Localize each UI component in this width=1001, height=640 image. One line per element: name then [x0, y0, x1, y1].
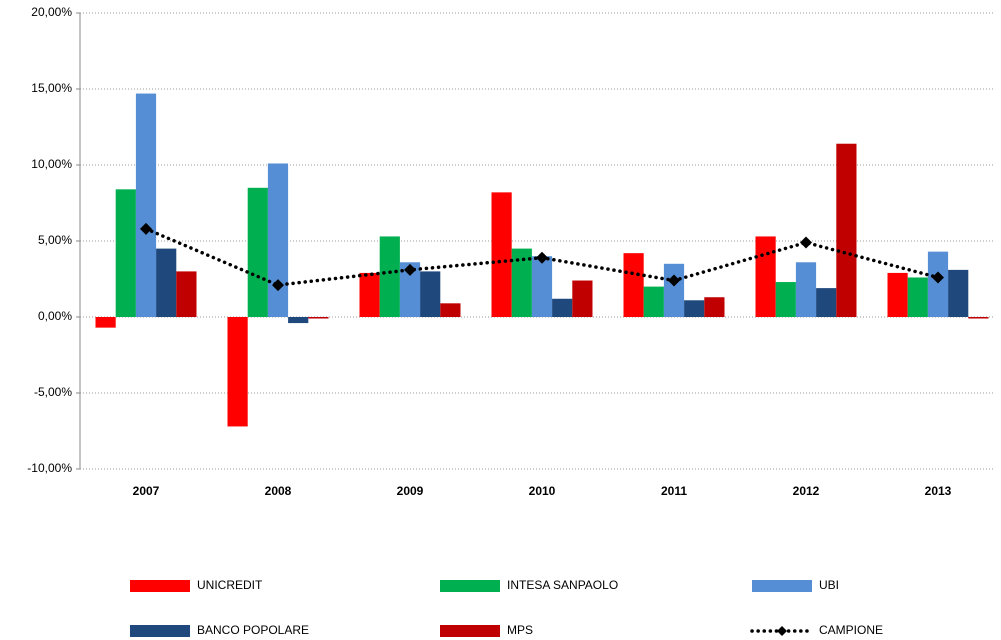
bar: [663, 263, 685, 317]
x-tick-label: 2011: [661, 484, 687, 498]
bar: [907, 277, 928, 317]
bar: [135, 93, 157, 317]
bar: [775, 282, 796, 317]
bar: [379, 236, 400, 317]
bar: [247, 187, 268, 317]
y-tick-label: 20,00%: [31, 5, 72, 19]
bar: [267, 163, 289, 317]
x-tick-label: 2009: [397, 484, 424, 498]
bar: [440, 303, 461, 317]
bar: [572, 280, 593, 317]
bar: [887, 272, 908, 317]
legend-label: CAMPIONE: [819, 623, 883, 637]
bar: [288, 317, 309, 324]
legend-swatch: [440, 625, 500, 637]
marker: [800, 236, 812, 249]
bar: [359, 272, 380, 317]
bar: [795, 262, 817, 317]
marker: [272, 279, 284, 292]
y-tick-label: 15,00%: [31, 81, 72, 95]
bar: [308, 317, 329, 319]
legend-label: UBI: [819, 578, 839, 592]
x-tick-label: 2013: [925, 484, 952, 498]
legend-swatch: [130, 625, 190, 637]
legend-swatch: [130, 580, 190, 592]
x-tick-label: 2012: [793, 484, 820, 498]
y-tick-label: -5,00%: [34, 385, 72, 399]
bar: [399, 262, 421, 317]
y-tick-label: 5,00%: [38, 233, 72, 247]
x-tick-label: 2007: [133, 484, 160, 498]
bar: [816, 288, 837, 317]
bar: [948, 269, 969, 317]
legend-swatch: [440, 580, 500, 592]
y-tick-label: 0,00%: [38, 309, 72, 323]
bar: [491, 192, 512, 317]
legend-marker: [777, 626, 787, 636]
bar: [755, 236, 776, 317]
x-tick-label: 2008: [265, 484, 292, 498]
bar: [552, 298, 573, 317]
bar: [531, 256, 553, 317]
bar: [836, 143, 857, 317]
bar: [623, 253, 644, 317]
bar: [227, 317, 248, 427]
bar: [684, 300, 705, 317]
y-tick-label: -10,00%: [27, 461, 72, 475]
legend-label: INTESA SANPAOLO: [507, 578, 618, 592]
bar: [115, 189, 136, 317]
marker: [140, 222, 152, 235]
marker: [404, 263, 416, 276]
marker: [668, 274, 680, 287]
legend-swatch: [752, 580, 812, 592]
bar: [927, 251, 949, 317]
bar: [176, 271, 197, 317]
x-tick-label: 2010: [529, 484, 556, 498]
bar: [511, 248, 532, 317]
bar: [643, 286, 664, 317]
y-tick-label: 10,00%: [31, 157, 72, 171]
marker: [536, 251, 548, 264]
bar: [704, 297, 725, 317]
bar: [968, 317, 989, 319]
bar: [156, 248, 177, 317]
legend-label: BANCO POPOLARE: [197, 623, 309, 637]
marker: [932, 271, 944, 284]
bar: [95, 317, 116, 328]
legend-label: UNICREDIT: [197, 578, 263, 592]
bar: [420, 271, 441, 317]
legend-label: MPS: [507, 623, 533, 637]
